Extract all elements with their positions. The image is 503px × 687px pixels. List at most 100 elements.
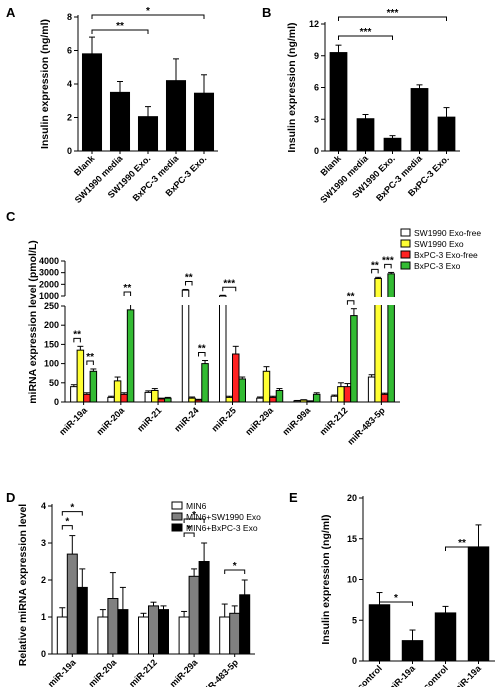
sig-D-2-0-bracket — [224, 569, 246, 574]
y-tick-label-B: 6 — [314, 83, 319, 93]
sig-D-0-0-bracket — [61, 525, 73, 530]
sig-C-2-0-bracket — [185, 280, 193, 286]
y-tick-label-A: 4 — [67, 79, 72, 89]
sig-C-4-0-bracket — [346, 300, 355, 305]
y-axis-label-C: miRNA expression level (pmol/L) — [27, 240, 39, 404]
x-tick-label-A: Blank — [72, 153, 97, 178]
legend-label-D-0: MIN6 — [186, 501, 207, 511]
x-tick-label-D: miR-19a — [46, 657, 79, 687]
bar-B-2 — [383, 137, 402, 152]
bar-D-0-2 — [138, 616, 149, 655]
y-tick-label-E: 20 — [347, 493, 357, 503]
bar-B-4 — [437, 116, 456, 152]
x-tick-label-D: miR-20a — [86, 657, 119, 687]
y-axis-label-D: Relative miRNA expression level — [17, 504, 29, 667]
y-tick-label-D: 2 — [41, 575, 46, 585]
sig-E-1-bracket — [445, 546, 479, 551]
y-tick-label-C: 200 — [44, 320, 59, 330]
x-tick-label-D: miR-212 — [127, 657, 159, 687]
sig-C-2-1-label: ** — [198, 344, 206, 355]
y-tick-label-C: 100 — [44, 359, 59, 369]
sig-C-0-1-label: ** — [86, 352, 94, 363]
y-tick-label-D: 3 — [41, 538, 46, 548]
bar-C-1-3 — [188, 397, 196, 403]
x-tick-label-C: miR-24 — [172, 405, 200, 433]
x-tick-label-C: miR-19a — [57, 405, 90, 438]
bar-B-1 — [356, 118, 375, 152]
sig-C-3-0-bracket — [222, 286, 237, 292]
x-tick-label-C: miR-20a — [94, 405, 127, 438]
y-axis-label-A: Insulin expression (ng/ml) — [39, 19, 51, 149]
y-tick-label-C: 3000 — [39, 268, 59, 278]
x-tick-label-D: miR-29a — [168, 657, 201, 687]
bar-C-2-3 — [194, 399, 203, 403]
x-tick-label-E: pre-miR-control — [329, 663, 384, 687]
bar-D-0-0 — [56, 616, 68, 655]
bar-D-2-3 — [198, 561, 210, 655]
sig-B-1-bracket — [338, 16, 447, 21]
x-tick-label-B: Blank — [319, 153, 344, 178]
sig-C-3-0-label: *** — [223, 278, 235, 289]
bar-C-3-2 — [164, 397, 172, 403]
bar-E-2 — [434, 612, 457, 662]
sig-A-1-bracket — [91, 14, 205, 19]
legend-label-D-1: MIN6+SW1990 Exo — [186, 512, 261, 522]
sig-B-0-label: *** — [360, 27, 372, 38]
y-tick-label-C: 1000 — [39, 291, 59, 301]
sig-D-1-0-label: * — [187, 524, 191, 535]
sig-C-1-0-label: ** — [123, 283, 131, 294]
sig-C-0-0-label: ** — [73, 329, 81, 340]
y-tick-label-A: 2 — [67, 113, 72, 123]
bar-C-3-7 — [350, 315, 358, 403]
x-tick-label-C: miR-25 — [210, 405, 238, 433]
panel-label-d: D — [6, 490, 15, 505]
sig-C-4-0-label: ** — [347, 292, 355, 303]
sig-E-1-label: ** — [458, 538, 466, 549]
sig-C-2-0-label: ** — [185, 272, 193, 283]
bar-E-0 — [368, 604, 391, 662]
legend-label-D-2: MIN6+BxPC-3 Exo — [186, 523, 258, 533]
bar-C-2-4 — [232, 353, 240, 403]
y-tick-label-B: 3 — [314, 114, 319, 124]
bar-C-1-2 — [151, 389, 159, 403]
bar-D-2-2 — [158, 609, 169, 655]
sig-A-1-label: * — [146, 6, 150, 17]
sig-E-0-bracket — [379, 601, 413, 606]
sig-E-0-label: * — [394, 593, 398, 604]
sig-D-1-0-bracket — [183, 532, 195, 537]
y-tick-label-E: 10 — [347, 575, 357, 585]
bar-C-0-6 — [293, 400, 301, 403]
bar-C-3-3 — [201, 363, 209, 403]
sig-D-1-1-bracket — [183, 518, 205, 523]
bar-C-0-5 — [256, 397, 264, 403]
sig-D-0-1-bracket — [61, 511, 83, 516]
bar-B-0 — [329, 52, 348, 152]
y-tick-label-D: 4 — [41, 501, 46, 511]
sig-D-2-0-label: * — [233, 561, 237, 572]
panel-label-b: B — [262, 5, 271, 20]
sig-C-1-0-bracket — [123, 291, 132, 296]
bar-C-1-4 — [225, 396, 233, 403]
bar-D-0-1 — [97, 616, 109, 655]
bar-E-1 — [401, 640, 424, 662]
bar-C-0-3 — [181, 289, 190, 403]
legend-swatch-C-3 — [400, 261, 411, 270]
sig-A-0-label: ** — [116, 21, 124, 32]
sig-C-5-0-label: ** — [371, 260, 379, 271]
x-tick-label-C: miR-21 — [135, 405, 163, 433]
y-tick-label-E: 0 — [352, 656, 357, 666]
y-tick-label-D: 0 — [41, 649, 46, 659]
y-tick-label-A: 6 — [67, 46, 72, 56]
sig-B-1-label: *** — [387, 8, 399, 19]
bar-C-2-1 — [120, 393, 128, 403]
sig-C-2-1-bracket — [198, 352, 206, 357]
sig-C-5-1-label: *** — [382, 255, 394, 266]
bar-A-4 — [193, 92, 215, 152]
panel-label-a: A — [6, 5, 16, 20]
y-tick-label-B: 0 — [314, 146, 319, 156]
x-tick-label-A: SW1990 media — [73, 153, 125, 205]
y-tick-label-C: 2000 — [39, 279, 59, 289]
sig-D-0-0-label: * — [65, 517, 69, 528]
sig-D-0-1-label: * — [70, 503, 74, 514]
x-tick-label-D: miR-483-5p — [199, 657, 241, 687]
